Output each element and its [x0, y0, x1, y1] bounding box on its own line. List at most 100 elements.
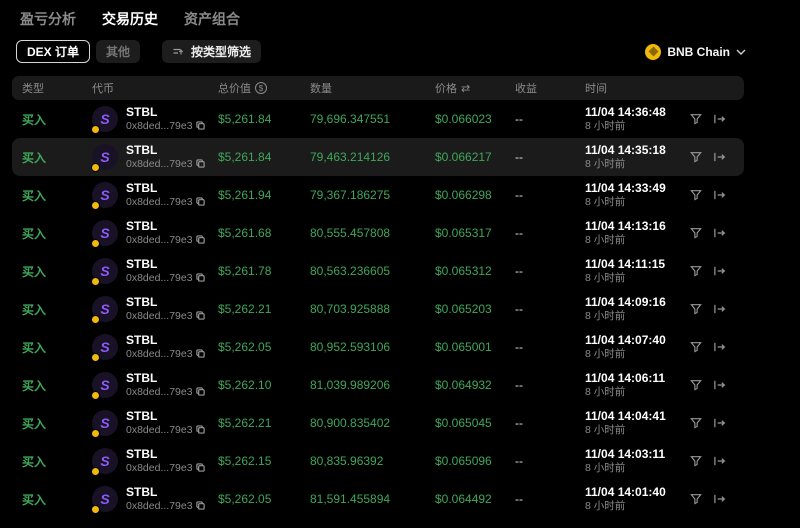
token-cell[interactable]: S STBL 0x8ded...79e3 [91, 181, 218, 210]
token-cell[interactable]: S STBL 0x8ded...79e3 [91, 295, 218, 324]
filter-funnel-icon[interactable] [690, 265, 702, 277]
others-button[interactable]: 其他 [96, 40, 141, 63]
table-row[interactable]: 买入 S STBL 0x8ded...79e3 $5,262.15 80,835… [12, 442, 744, 480]
export-arrow-icon[interactable] [713, 113, 726, 125]
tab-trade-history[interactable]: 交易历史 [102, 11, 158, 27]
export-arrow-icon[interactable] [713, 151, 726, 163]
filter-lines-icon [173, 48, 184, 54]
time-cell: 11/04 14:04:41 8 小时前 [585, 409, 690, 437]
export-arrow-icon[interactable] [713, 189, 726, 201]
trade-type: 买入 [22, 416, 47, 431]
table-body: 买入 S STBL 0x8ded...79e3 $5,261.84 79,696… [12, 100, 744, 518]
copy-icon[interactable] [195, 425, 205, 435]
filter-by-type-button[interactable]: 按类型筛选 [162, 40, 262, 63]
header-price-label: 价格 [435, 83, 457, 95]
token-cell[interactable]: S STBL 0x8ded...79e3 [91, 219, 218, 248]
filter-by-type-label: 按类型筛选 [191, 45, 252, 59]
token-cell[interactable]: S STBL 0x8ded...79e3 [91, 485, 218, 514]
copy-icon[interactable] [195, 159, 205, 169]
token-address: 0x8ded...79e3 [126, 499, 193, 512]
amount: 81,591.455894 [310, 492, 391, 506]
table-row[interactable]: 买入 S STBL 0x8ded...79e3 $5,262.10 81,039… [12, 366, 744, 404]
token-cell[interactable]: S STBL 0x8ded...79e3 [91, 333, 218, 362]
amount: 80,563.236605 [310, 264, 391, 278]
filter-funnel-icon[interactable] [690, 227, 702, 239]
filter-funnel-icon[interactable] [690, 113, 702, 125]
token-icon: S [91, 258, 118, 286]
time-ago: 8 小时前 [585, 157, 626, 170]
token-cell[interactable]: S STBL 0x8ded...79e3 [91, 409, 218, 438]
token-address: 0x8ded...79e3 [126, 423, 193, 436]
usd-toggle-icon[interactable]: $ [255, 82, 267, 94]
filter-funnel-icon[interactable] [690, 189, 702, 201]
profit: -- [515, 150, 523, 164]
export-arrow-icon[interactable] [713, 493, 726, 505]
tab-portfolio[interactable]: 资产组合 [184, 11, 240, 27]
token-cell[interactable]: S STBL 0x8ded...79e3 [91, 257, 218, 286]
copy-icon[interactable] [195, 121, 205, 131]
token-icon: S [91, 144, 118, 172]
filter-funnel-icon[interactable] [690, 417, 702, 429]
table-row[interactable]: 买入 S STBL 0x8ded...79e3 $5,262.05 80,952… [12, 328, 744, 366]
tab-pnl-analysis[interactable]: 盈亏分析 [20, 11, 76, 27]
token-address: 0x8ded...79e3 [126, 271, 193, 284]
token-icon: S [91, 106, 118, 134]
token-cell[interactable]: S STBL 0x8ded...79e3 [91, 143, 218, 172]
filter-funnel-icon[interactable] [690, 455, 702, 467]
export-arrow-icon[interactable] [713, 227, 726, 239]
export-arrow-icon[interactable] [713, 379, 726, 391]
table-row[interactable]: 买入 S STBL 0x8ded...79e3 $5,262.21 80,900… [12, 404, 744, 442]
export-arrow-icon[interactable] [713, 265, 726, 277]
token-symbol: STBL [126, 447, 158, 462]
table-row[interactable]: 买入 S STBL 0x8ded...79e3 $5,261.78 80,563… [12, 252, 744, 290]
table-row[interactable]: 买入 S STBL 0x8ded...79e3 $5,262.05 81,591… [12, 480, 744, 518]
amount: 80,900.835402 [310, 416, 391, 430]
filter-funnel-icon[interactable] [690, 379, 702, 391]
time-ago: 8 小时前 [585, 195, 626, 208]
total-value: $5,261.84 [218, 150, 272, 164]
time-cell: 11/04 14:36:48 8 小时前 [585, 105, 690, 133]
bnb-chain-badge-icon [91, 429, 100, 438]
price-swap-icon[interactable]: ⇄ [461, 82, 471, 95]
export-arrow-icon[interactable] [713, 455, 726, 467]
token-symbol: STBL [126, 181, 158, 196]
total-value: $5,262.21 [218, 416, 272, 430]
table-row[interactable]: 买入 S STBL 0x8ded...79e3 $5,261.84 79,696… [12, 100, 744, 138]
toolbar: DEX 订单 其他 按类型筛选 BNB Chain [0, 40, 800, 63]
copy-icon[interactable] [195, 197, 205, 207]
token-logo-glyph: S [100, 301, 110, 317]
bnb-chain-badge-icon [91, 163, 100, 172]
copy-icon[interactable] [195, 501, 205, 511]
export-arrow-icon[interactable] [713, 341, 726, 353]
table-row[interactable]: 买入 S STBL 0x8ded...79e3 $5,261.94 79,367… [12, 176, 744, 214]
token-address: 0x8ded...79e3 [126, 233, 193, 246]
token-cell[interactable]: S STBL 0x8ded...79e3 [91, 105, 218, 134]
time-ago: 8 小时前 [585, 347, 626, 360]
dex-orders-button[interactable]: DEX 订单 [16, 40, 91, 63]
token-symbol: STBL [126, 105, 158, 120]
token-cell[interactable]: S STBL 0x8ded...79e3 [91, 447, 218, 476]
table-row[interactable]: 买入 S STBL 0x8ded...79e3 $5,262.21 80,703… [12, 290, 744, 328]
export-arrow-icon[interactable] [713, 303, 726, 315]
total-value: $5,261.84 [218, 112, 272, 126]
filter-funnel-icon[interactable] [690, 493, 702, 505]
time-cell: 11/04 14:01:40 8 小时前 [585, 485, 690, 513]
token-cell[interactable]: S STBL 0x8ded...79e3 [91, 371, 218, 400]
table-row[interactable]: 买入 S STBL 0x8ded...79e3 $5,261.68 80,555… [12, 214, 744, 252]
profit: -- [515, 454, 523, 468]
token-icon: S [91, 296, 118, 324]
filter-funnel-icon[interactable] [690, 341, 702, 353]
filter-funnel-icon[interactable] [690, 151, 702, 163]
copy-icon[interactable] [195, 273, 205, 283]
copy-icon[interactable] [195, 235, 205, 245]
copy-icon[interactable] [195, 349, 205, 359]
copy-icon[interactable] [195, 311, 205, 321]
filter-funnel-icon[interactable] [690, 303, 702, 315]
chain-selector[interactable]: BNB Chain [645, 43, 746, 60]
table-row[interactable]: 买入 S STBL 0x8ded...79e3 $5,261.84 79,463… [12, 138, 744, 176]
export-arrow-icon[interactable] [713, 417, 726, 429]
copy-icon[interactable] [195, 463, 205, 473]
token-symbol: STBL [126, 333, 158, 348]
token-symbol: STBL [126, 485, 158, 500]
copy-icon[interactable] [195, 387, 205, 397]
